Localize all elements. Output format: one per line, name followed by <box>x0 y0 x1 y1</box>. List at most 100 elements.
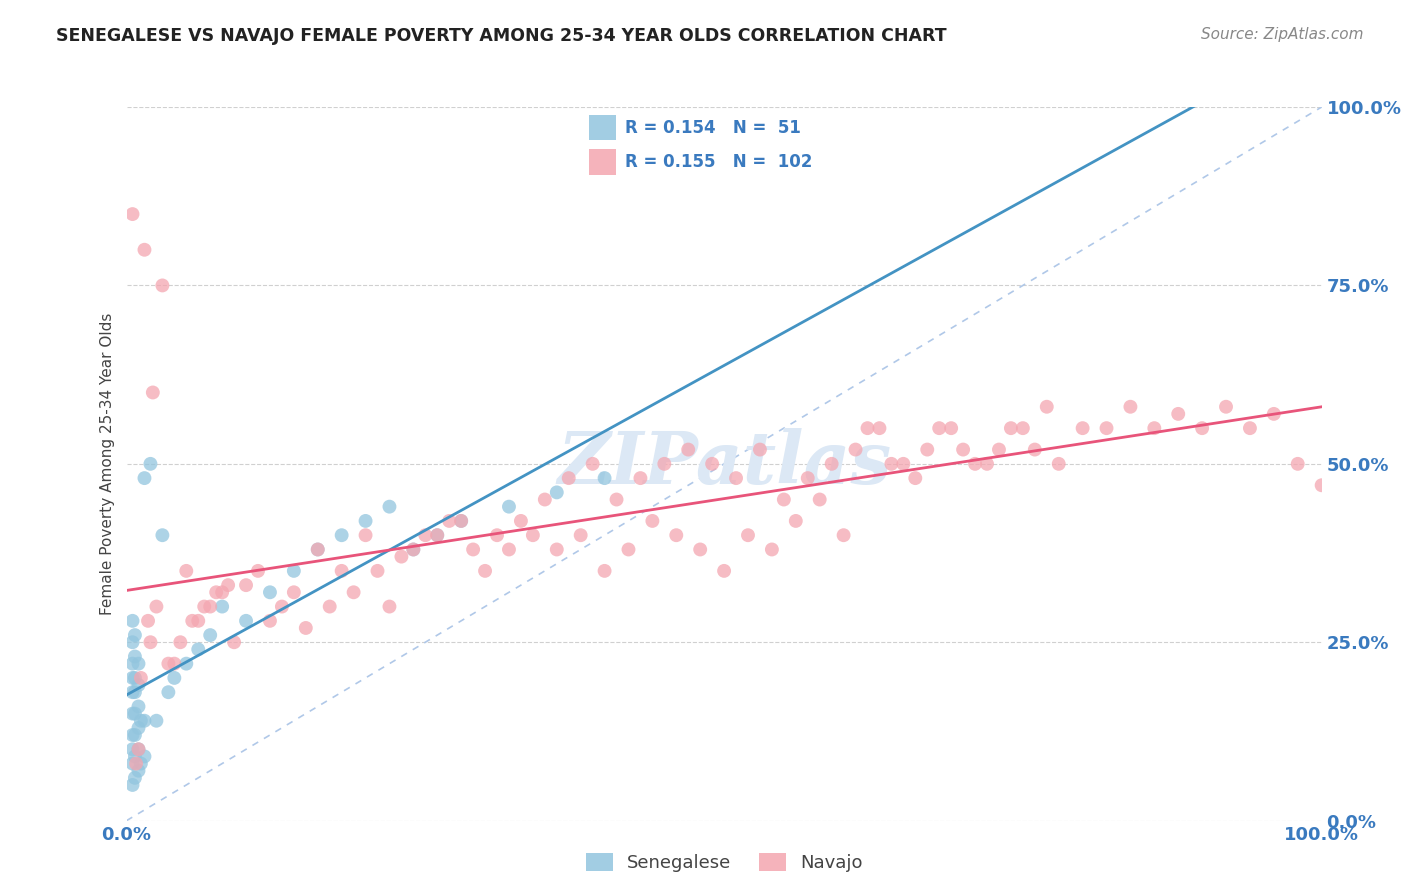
Point <box>127 699 149 714</box>
Point <box>737 528 759 542</box>
Point <box>163 657 186 671</box>
Bar <box>589 114 616 140</box>
Point <box>1035 400 1059 414</box>
Point <box>689 542 711 557</box>
Point <box>294 621 316 635</box>
Point <box>121 742 143 756</box>
Point <box>378 599 401 614</box>
Point <box>193 599 215 614</box>
Point <box>700 457 723 471</box>
Point <box>844 442 866 457</box>
Point <box>533 492 555 507</box>
Point <box>486 528 509 542</box>
Point <box>773 492 796 507</box>
Point <box>450 514 472 528</box>
Point <box>509 514 531 528</box>
Point <box>121 778 143 792</box>
Point <box>145 714 167 728</box>
Text: Source: ZipAtlas.com: Source: ZipAtlas.com <box>1201 27 1364 42</box>
Point <box>402 542 425 557</box>
Point <box>593 564 616 578</box>
Point <box>343 585 366 599</box>
Point <box>450 514 472 528</box>
Point <box>1143 421 1166 435</box>
Point <box>136 614 159 628</box>
Y-axis label: Female Poverty Among 25-34 Year Olds: Female Poverty Among 25-34 Year Olds <box>100 313 115 615</box>
Point <box>121 614 143 628</box>
Point <box>169 635 191 649</box>
Point <box>976 457 998 471</box>
Point <box>748 442 770 457</box>
Point <box>127 657 149 671</box>
Point <box>498 500 520 514</box>
Bar <box>589 150 616 175</box>
Point <box>987 442 1010 457</box>
Point <box>1047 457 1070 471</box>
Point <box>676 442 699 457</box>
Point <box>134 714 156 728</box>
Point <box>121 706 143 721</box>
Point <box>127 764 149 778</box>
Point <box>1071 421 1094 435</box>
Point <box>1119 400 1142 414</box>
Point <box>796 471 818 485</box>
Point <box>665 528 688 542</box>
Point <box>174 657 197 671</box>
Point <box>134 749 156 764</box>
Point <box>413 528 436 542</box>
Point <box>283 564 305 578</box>
Point <box>1024 442 1046 457</box>
Point <box>391 549 413 564</box>
Point <box>124 771 146 785</box>
Point <box>330 564 353 578</box>
Point <box>569 528 592 542</box>
Text: R = 0.154   N =  51: R = 0.154 N = 51 <box>624 119 800 136</box>
Point <box>129 756 152 771</box>
Point <box>318 599 342 614</box>
Point <box>124 749 146 764</box>
Point <box>461 542 484 557</box>
Point <box>628 471 651 485</box>
Point <box>891 457 914 471</box>
Point <box>211 599 233 614</box>
Point <box>121 756 143 771</box>
Point <box>402 542 425 557</box>
Point <box>283 585 305 599</box>
Point <box>142 385 165 400</box>
Text: R = 0.155   N =  102: R = 0.155 N = 102 <box>624 153 813 171</box>
Point <box>211 585 233 599</box>
Point <box>222 635 246 649</box>
Point <box>426 528 449 542</box>
Point <box>354 514 377 528</box>
Point <box>134 243 156 257</box>
Point <box>259 585 281 599</box>
Point <box>725 471 748 485</box>
Point <box>713 564 735 578</box>
Point <box>181 614 204 628</box>
Point <box>1239 421 1261 435</box>
Point <box>124 671 146 685</box>
Point <box>121 685 143 699</box>
Point <box>474 564 496 578</box>
Point <box>557 471 581 485</box>
Point <box>127 678 149 692</box>
Point <box>761 542 783 557</box>
Text: SENEGALESE VS NAVAJO FEMALE POVERTY AMONG 25-34 YEAR OLDS CORRELATION CHART: SENEGALESE VS NAVAJO FEMALE POVERTY AMON… <box>56 27 946 45</box>
Point <box>121 671 143 685</box>
Point <box>217 578 239 592</box>
Point <box>187 642 209 657</box>
Point <box>426 528 449 542</box>
Point <box>124 728 146 742</box>
Point <box>546 542 568 557</box>
Point <box>174 564 197 578</box>
Point <box>546 485 568 500</box>
Point <box>235 578 257 592</box>
Point <box>856 421 879 435</box>
Point <box>522 528 544 542</box>
Legend: Senegalese, Navajo: Senegalese, Navajo <box>578 846 870 880</box>
Point <box>1191 421 1213 435</box>
Point <box>150 528 174 542</box>
Point <box>904 471 927 485</box>
Point <box>270 599 294 614</box>
Point <box>354 528 377 542</box>
